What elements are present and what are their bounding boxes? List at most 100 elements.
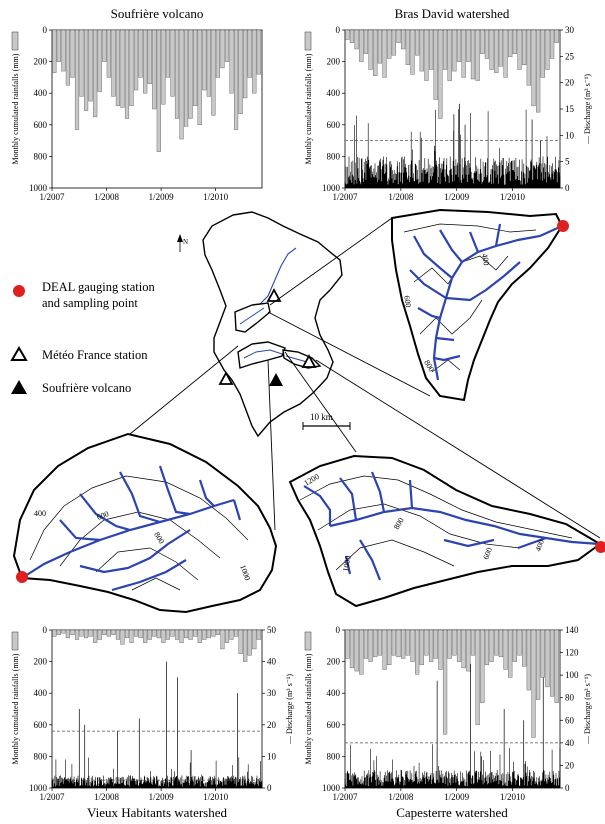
bras-david-gauging-station (557, 220, 569, 232)
rain-bar (147, 629, 152, 640)
rain-bar (134, 29, 139, 91)
rain-bar (452, 629, 457, 656)
rain-bar (152, 629, 157, 637)
y2-tick-label: 40 (565, 738, 575, 748)
vieux-habitants-rivers (21, 465, 242, 592)
rain-bar (433, 29, 438, 100)
rain-bar (522, 29, 527, 65)
vieux-habitants-outline (12, 432, 278, 614)
rain-bar (401, 29, 406, 50)
rain-bar (470, 29, 476, 80)
rain-bar (382, 629, 387, 670)
rain-bar (124, 29, 130, 119)
rain-bar (522, 629, 527, 667)
rain-bar (252, 29, 257, 94)
rain-bar (247, 29, 252, 78)
x-tick-label: 1/2008 (388, 792, 414, 802)
rain-bar (549, 629, 555, 697)
rain-bar (540, 29, 545, 78)
rain-bar (363, 29, 369, 54)
capesterre-contour-label: 600 (481, 546, 494, 560)
x-tick-label: 1/2010 (500, 792, 526, 802)
rain-bar (206, 29, 211, 97)
rain-bar (545, 29, 550, 70)
rain-bar (438, 629, 443, 670)
y-axis-label: Monthly cumulated rainfalls (mm) (304, 653, 313, 764)
rain-bar (466, 629, 471, 672)
rain-bar (498, 629, 504, 658)
rain-bar (111, 629, 116, 635)
rain-bar (461, 29, 466, 78)
chart-soufriere-volcano: Soufrière volcano 0 200 400 600 800 1000 Monthl… (11, 6, 263, 202)
rain-bar (52, 629, 57, 637)
discharge-series (344, 109, 561, 188)
rain-bar (234, 29, 239, 130)
y2-tick-label: 20 (267, 720, 277, 730)
y-tick-label: 1000 (322, 783, 341, 793)
chart-bras-david-watershed: Bras David watershed02004006008001000Mon… (304, 6, 592, 202)
vieux-habitants-watershed-map: 400 600 800 1000 (12, 432, 278, 614)
north-label: N (183, 238, 188, 246)
rain-bar (354, 629, 359, 672)
rain-bar (129, 629, 134, 643)
map-meteo-station-2 (218, 371, 234, 385)
rain-bar (508, 629, 513, 678)
capesterre-contour-label: 1000 (341, 555, 353, 572)
x-tick-label: 1/2008 (94, 792, 120, 802)
rain-bar (106, 29, 111, 78)
rain-bar (224, 629, 230, 643)
rain-bar (220, 29, 225, 69)
rain-bar (480, 29, 485, 54)
rain-bar (536, 629, 541, 700)
rain-bar (489, 29, 494, 70)
rain-bar (184, 629, 189, 639)
rain-bar (88, 629, 93, 637)
rain-bar (540, 629, 545, 678)
map-meteo-station-1 (266, 288, 282, 302)
rain-bar (56, 29, 61, 62)
rain-bar (396, 629, 401, 658)
map-volcano (269, 373, 283, 386)
rain-bar (410, 29, 415, 75)
rain-bar (494, 29, 499, 73)
x-tick-label: 1/2010 (203, 192, 229, 202)
north-arrow-icon: N (177, 234, 188, 252)
rain-bar (256, 629, 261, 640)
rain-bar (512, 29, 517, 54)
rain-bar (526, 29, 531, 86)
y2-tick-label: 50 (267, 625, 277, 635)
rain-bar (377, 29, 383, 64)
rain-bar (120, 29, 125, 108)
rain-bar (93, 29, 98, 118)
y-tick-label: 800 (327, 151, 341, 161)
rain-bar (475, 629, 480, 726)
meteo-station-marker (10, 346, 28, 361)
y2-tick-label: 0 (565, 783, 570, 793)
rain-bar (206, 629, 211, 639)
rain-bar (512, 629, 517, 662)
x-tick-label: 1/2007 (39, 792, 65, 802)
y-tick-label: 800 (34, 751, 48, 761)
rain-bar (554, 629, 559, 703)
legend: DEAL gauging station and sampling point … (10, 280, 155, 395)
x-tick-label: 1/2008 (388, 192, 414, 202)
x-tick-label: 1/2009 (149, 192, 175, 202)
rain-bar (88, 29, 93, 102)
rain-bar (536, 29, 541, 113)
rain-bar (452, 29, 457, 72)
rain-bar (70, 29, 75, 78)
rain-bar (79, 29, 84, 97)
rain-bar (215, 29, 220, 78)
rain-bar (359, 29, 364, 62)
legend-volcano-label: Soufrière volcano (42, 381, 131, 395)
island-map: 10 km N (177, 211, 351, 438)
y2-tick-label: 10 (565, 130, 575, 140)
rain-bar (84, 629, 89, 639)
rain-bar (188, 29, 193, 119)
rain-bar (220, 629, 225, 650)
rain-bar (349, 629, 355, 669)
discharge-series (51, 757, 263, 788)
chart-title: Vieux Habitants watershed (87, 805, 228, 820)
rain-bar (484, 629, 490, 665)
